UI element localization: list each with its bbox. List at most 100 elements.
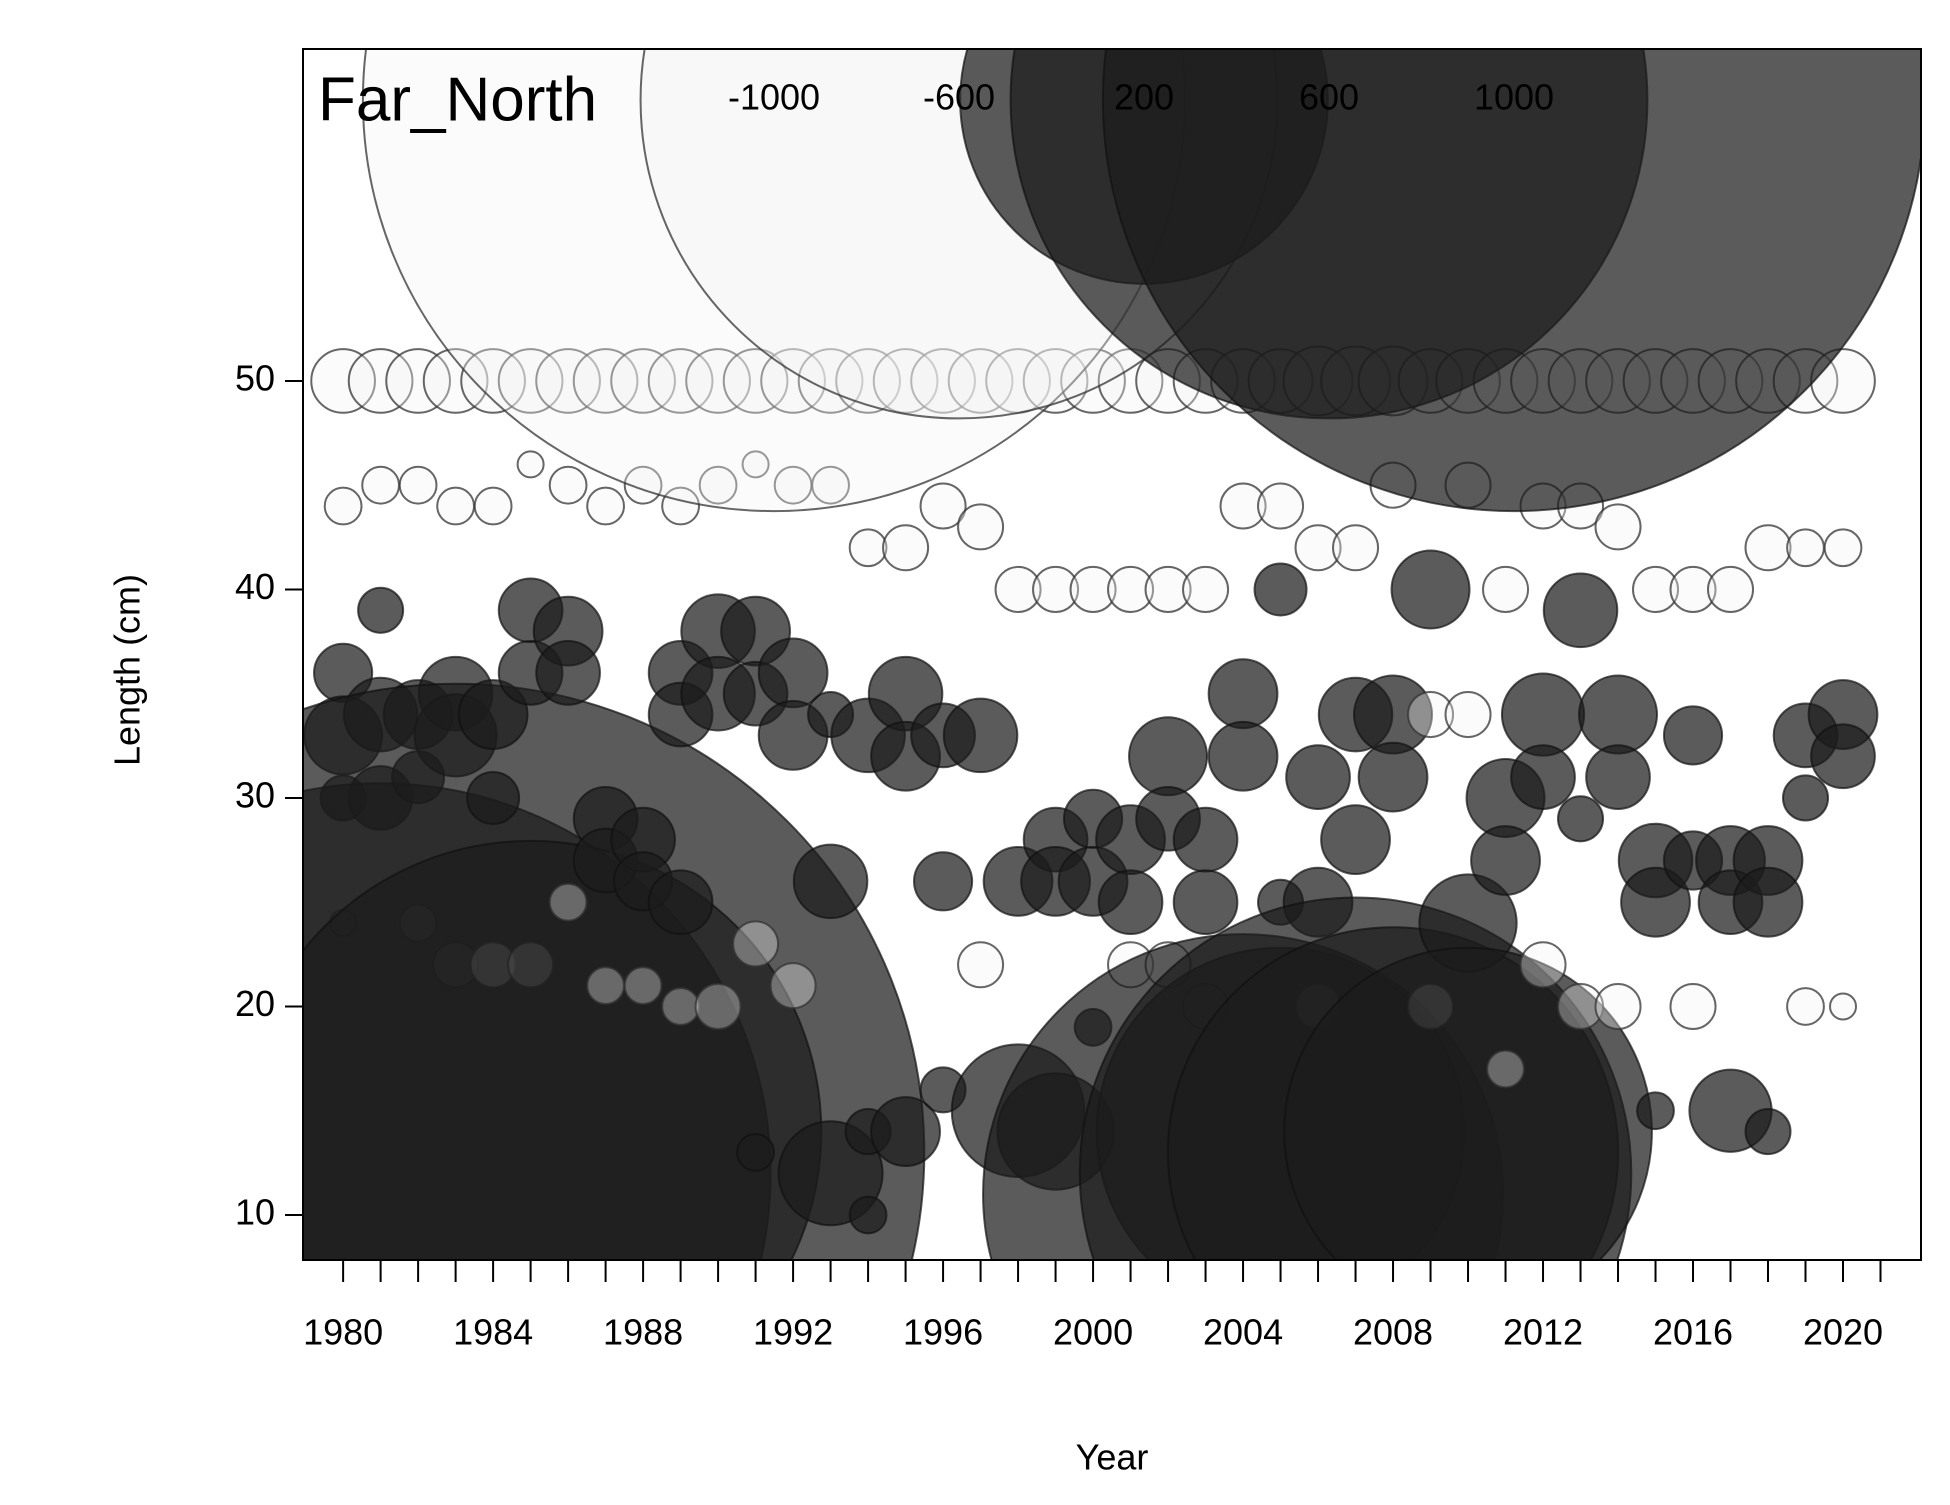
chart-title: Far_North <box>318 65 597 134</box>
legend-label: 200 <box>1114 77 1174 118</box>
x-tick-label: 1988 <box>603 1312 683 1353</box>
bubble <box>1332 524 1380 572</box>
bubble <box>870 1096 941 1167</box>
plot-frame <box>302 48 1922 1261</box>
bubble <box>535 348 601 414</box>
bubble <box>1482 565 1530 613</box>
bubble <box>1669 982 1717 1030</box>
bubble <box>1207 658 1279 730</box>
bubble <box>732 920 780 968</box>
bubble <box>623 465 663 505</box>
bubble <box>1253 562 1308 617</box>
bubble <box>1557 982 1605 1030</box>
legend-label: -600 <box>923 77 995 118</box>
legend-label: -1000 <box>728 77 820 118</box>
bubble <box>497 348 564 414</box>
bubble <box>1662 705 1724 766</box>
bubble <box>919 482 967 530</box>
bubble <box>586 966 625 1005</box>
bubble <box>848 1195 888 1235</box>
bubble <box>1594 982 1642 1030</box>
bubble <box>957 941 1005 989</box>
bubble <box>1207 720 1279 792</box>
bubble <box>610 348 676 414</box>
bubble <box>1283 946 1653 1260</box>
bubble <box>422 348 489 414</box>
bubble <box>811 465 850 505</box>
x-tick-label: 2004 <box>1203 1312 1283 1353</box>
x-tick-label: 2020 <box>1803 1312 1883 1353</box>
x-tick-label: 1980 <box>303 1312 383 1353</box>
bubble <box>661 987 700 1026</box>
bubble <box>647 869 714 936</box>
bubble <box>1032 565 1080 613</box>
bubble <box>535 640 601 706</box>
x-tick-label: 2016 <box>1653 1312 1733 1353</box>
bubble <box>1357 741 1429 813</box>
bubble <box>947 348 1014 414</box>
bubble <box>741 450 770 479</box>
bubble <box>1257 482 1305 530</box>
bubble <box>1060 348 1126 414</box>
bubble <box>1744 524 1792 572</box>
bubble <box>957 503 1005 551</box>
bubble <box>698 465 738 505</box>
bubble <box>323 486 363 526</box>
bubble <box>1069 565 1117 613</box>
bubble <box>736 1133 775 1172</box>
bubble <box>647 348 714 414</box>
bubble <box>769 962 817 1010</box>
bubble <box>398 465 438 505</box>
x-tick-label: 2000 <box>1053 1312 1133 1353</box>
y-tick-label: 10 <box>235 1191 275 1232</box>
bubble <box>361 465 401 505</box>
bubble <box>1470 825 1541 896</box>
x-tick-label: 1996 <box>903 1312 983 1353</box>
bubble <box>1636 1091 1675 1131</box>
bubble <box>685 348 751 414</box>
bubble <box>310 348 376 414</box>
bubble <box>1407 691 1455 739</box>
bubble <box>436 486 475 526</box>
bubble <box>1542 572 1619 649</box>
bubble <box>1744 1108 1792 1156</box>
bubble <box>1128 716 1209 797</box>
x-tick-label: 2012 <box>1503 1312 1583 1353</box>
legend-label: 600 <box>1299 77 1359 118</box>
bubble <box>1594 503 1642 551</box>
bubble <box>1632 565 1680 613</box>
bubble <box>835 348 901 414</box>
bubble <box>760 348 826 414</box>
bubble <box>661 486 700 526</box>
bubble <box>910 348 976 414</box>
legend-label: 1000 <box>1474 77 1554 118</box>
bubble <box>1107 565 1155 613</box>
bubble <box>1390 549 1471 630</box>
bubble <box>1510 744 1576 810</box>
bubble <box>1669 565 1717 613</box>
bubble <box>1172 869 1239 936</box>
bubble <box>1182 565 1230 613</box>
bubble <box>1144 565 1192 613</box>
y-tick-label: 40 <box>235 566 275 607</box>
bubble <box>385 348 451 414</box>
bubble <box>1706 565 1755 613</box>
bubble <box>1320 804 1391 876</box>
y-tick-label: 50 <box>235 357 275 398</box>
bubble <box>548 882 588 922</box>
bubble <box>623 966 663 1005</box>
bubble <box>1294 524 1342 572</box>
bubble <box>848 528 888 568</box>
bubble <box>1823 528 1863 568</box>
x-tick-label: 2008 <box>1353 1312 1433 1353</box>
bubble <box>1444 691 1492 739</box>
bubble <box>473 486 513 526</box>
bubble <box>1486 1049 1525 1089</box>
bubble <box>792 843 869 920</box>
bubble <box>1781 774 1830 822</box>
bubble <box>1786 987 1825 1026</box>
bubble <box>694 982 742 1030</box>
bubble <box>1172 806 1239 873</box>
x-tick-label: 1984 <box>453 1312 533 1353</box>
